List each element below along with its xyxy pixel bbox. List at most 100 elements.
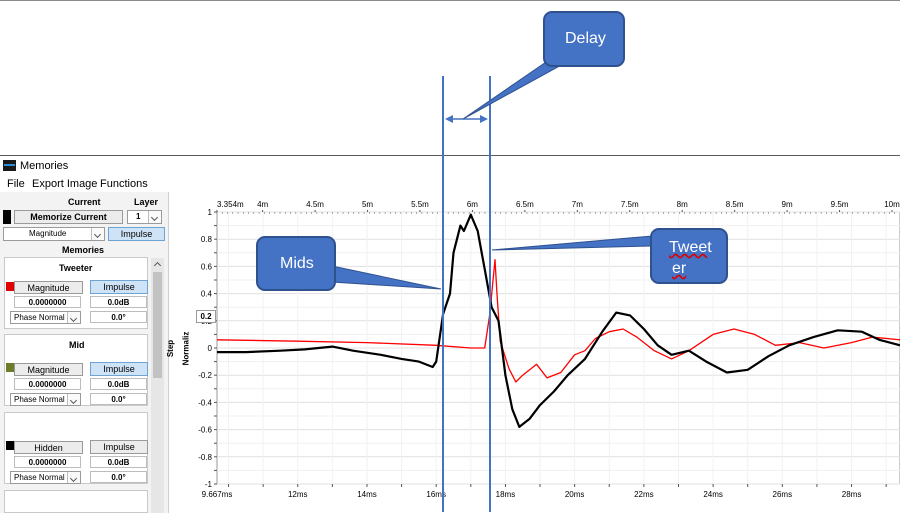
y-tick-label: -0.4 (198, 398, 212, 407)
menu-file[interactable]: File (7, 178, 25, 190)
top-tick-label: 5.5m (411, 200, 429, 209)
layer-select[interactable]: 1 (127, 210, 162, 224)
mids-callout: Mids (256, 236, 336, 291)
memory-offset-field[interactable]: 0.0000000 (14, 296, 81, 308)
memory-mode-value: Magnitude (27, 365, 70, 375)
delay-callout: Delay (543, 11, 625, 67)
y-tick-label: -0.8 (198, 453, 212, 462)
current-header: Current (68, 197, 101, 207)
series-line-tweeter (216, 258, 900, 383)
y-tick-label: -0.6 (198, 426, 212, 435)
memories-scrollbar[interactable] (151, 258, 164, 513)
y-axis-label-normalized: Normaliz (181, 331, 191, 366)
x-tick-label: 22ms (634, 490, 654, 499)
chevron-down-icon (67, 394, 80, 405)
memory-name: Tweeter (59, 263, 93, 273)
top-tick-label: 7.5m (621, 200, 639, 209)
current-mode-select[interactable]: Magnitude (3, 227, 105, 241)
x-tick-label: 20ms (565, 490, 585, 499)
current-color-swatch[interactable] (3, 210, 11, 224)
top-tick-label: 8m (677, 200, 688, 209)
delay-callout-tail (462, 57, 575, 120)
memory-panel-3: Hidden Impulse 0.0000000 0.0dB Phase Nor… (4, 412, 148, 484)
memorize-current-button[interactable]: Memorize Current (14, 210, 123, 224)
series-line-mid (217, 213, 900, 428)
top-tick-label: 6.5m (516, 200, 534, 209)
memory-gain-field[interactable]: 0.0dB (90, 378, 147, 390)
top-tick-label: 10m (884, 200, 900, 209)
memory-gain-field[interactable]: 0.0dB (90, 296, 147, 308)
x-tick-label: 16ms (426, 490, 446, 499)
memory-mode-value: Hidden (34, 443, 63, 453)
delay-callout-text: Delay (565, 30, 606, 47)
memories-header: Memories (62, 245, 105, 255)
memory-impulse-button[interactable]: Impulse (90, 280, 148, 294)
y-tick-label: 0.4 (201, 290, 213, 299)
memory-panel-tweeter: Tweeter Magnitude Impulse 0.0000000 0.0d… (4, 257, 148, 329)
top-tick-label: 7m (572, 200, 583, 209)
menu-functions[interactable]: Functions (100, 178, 148, 190)
memory-phase-field[interactable]: 0.0° (90, 393, 147, 405)
top-tick-label: 6m (467, 200, 478, 209)
y-axis-label: Step Normaliz (166, 322, 190, 382)
x-tick-label: 18ms (496, 490, 516, 499)
memory-mode-select[interactable]: Hidden (14, 441, 83, 454)
memory-phase-select[interactable]: Phase Normal (10, 393, 81, 406)
delay-arrowhead-left (445, 115, 453, 123)
chevron-down-icon (67, 312, 80, 323)
delay-arrowhead-right (480, 115, 488, 123)
layer-select-value: 1 (136, 212, 141, 221)
x-tick-label: 28ms (842, 490, 862, 499)
memories-sidebar: Current Layer Memorize Current 1 Magnitu… (0, 192, 169, 513)
memory-phase-field[interactable]: 0.0° (90, 471, 147, 483)
tweeter-callout-line1b: t (707, 239, 712, 256)
memory-phase-value: Phase Normal (14, 313, 65, 322)
chevron-down-icon (148, 211, 161, 223)
menu-export-image[interactable]: Export Image (32, 178, 98, 190)
memory-color-swatch[interactable] (6, 441, 14, 450)
current-impulse-button[interactable]: Impulse (108, 227, 165, 241)
y-tick-label: 1 (208, 208, 213, 217)
memory-panel-4 (4, 490, 148, 513)
memory-impulse-button[interactable]: Impulse (90, 440, 148, 454)
memory-mode-select[interactable]: Magnitude (14, 363, 83, 376)
memory-phase-select[interactable]: Phase Normal (10, 311, 81, 324)
current-mode-value: Magnitude (29, 229, 67, 238)
memory-phase-select[interactable]: Phase Normal (10, 471, 81, 484)
tweeter-callout-line2: er (672, 260, 687, 277)
top-tick-label: 4m (257, 200, 268, 209)
memory-color-swatch[interactable] (6, 363, 14, 372)
memory-name: Mid (69, 340, 85, 350)
scroll-up-icon[interactable] (151, 258, 164, 270)
app-icon (3, 160, 16, 171)
chevron-down-icon (67, 472, 80, 483)
y-tick-label: -0.2 (198, 371, 212, 380)
scrollbar-thumb[interactable] (153, 272, 162, 378)
menu-bar: File Export Image Functions (0, 176, 900, 192)
top-tick-label: 4.5m (306, 200, 324, 209)
memory-offset-field[interactable]: 0.0000000 (14, 378, 81, 390)
y-tick-label: 0.6 (201, 262, 213, 271)
y-scale-box[interactable]: 0.2 (196, 310, 216, 323)
top-tick-label: 9.5m (831, 200, 849, 209)
memory-color-swatch[interactable] (6, 282, 14, 291)
mids-callout-text: Mids (280, 255, 314, 272)
top-tick-label: 8.5m (726, 200, 744, 209)
top-tick-label: 5m (362, 200, 373, 209)
memory-impulse-button[interactable]: Impulse (90, 362, 148, 376)
memory-phase-value: Phase Normal (14, 473, 65, 482)
x-tick-label: 26ms (773, 490, 793, 499)
memory-panel-mid: Mid Magnitude Impulse 0.0000000 0.0dB Ph… (4, 334, 148, 406)
x-tick-label: 9.667ms (202, 490, 233, 499)
tweeter-callout-text: Tweet er (669, 237, 712, 279)
y-tick-label: -1 (205, 480, 213, 489)
y-tick-label: 0.8 (201, 235, 213, 244)
memory-gain-field[interactable]: 0.0dB (90, 456, 147, 468)
x-tick-label: 24ms (703, 490, 723, 499)
memory-offset-field[interactable]: 0.0000000 (14, 456, 81, 468)
memory-phase-field[interactable]: 0.0° (90, 311, 147, 323)
title-bar: Memories (0, 156, 900, 176)
tweeter-callout-line1: Twee (669, 239, 708, 256)
top-divider (0, 0, 900, 1)
memory-mode-select[interactable]: Magnitude (14, 281, 83, 294)
